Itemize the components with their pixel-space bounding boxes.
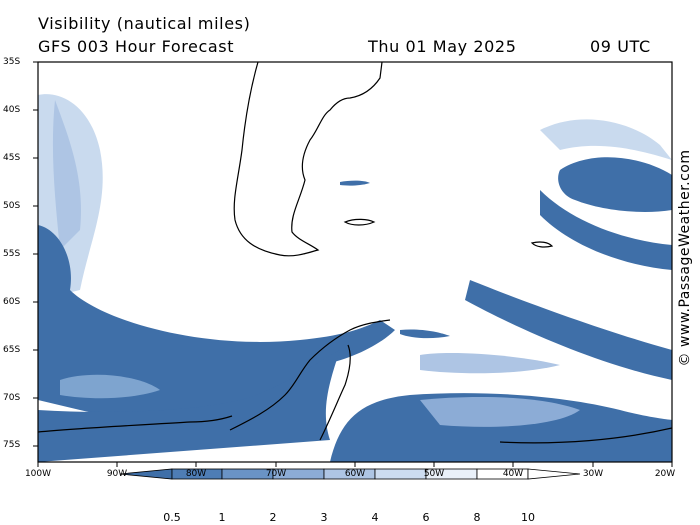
lat-label: 75S [3,440,21,450]
colorbar-tick-label: 2 [269,511,277,524]
lat-label: 55S [3,249,21,259]
colorbar-tick-label: 1 [218,511,226,524]
lon-label: 30W [582,469,604,479]
lat-label: 50S [3,201,21,211]
lon-ticks [37,462,673,467]
map-title: Visibility (nautical miles) [38,14,251,33]
haze-area-east [540,119,672,160]
falkland-islands [343,218,376,226]
forecast-product: GFS 003 Hour Forecast [38,37,235,56]
south-america-coast [233,62,383,257]
lat-label: 35S [3,57,21,67]
low-vis-patch-north [340,180,370,186]
low-vis-patch-center [400,329,450,339]
low-vis-band-midocean [465,280,672,380]
colorbar-tick-label: 3 [320,511,328,524]
colorbar-tick-label: 6 [422,511,430,524]
colorbar-low-arrow [119,468,173,480]
lat-label: 70S [3,393,21,403]
haze-patch-south [420,353,560,374]
lon-label: 100W [24,469,52,479]
low-vis-swirl-east [558,157,672,212]
antarctic-mainland-coast [38,415,672,444]
lon-label: 80W [185,469,207,479]
moderate-vis-southeast [420,397,580,427]
low-vis-area-southwest [38,350,340,462]
lon-label: 90W [106,469,128,479]
low-vis-band-east [540,190,672,270]
visibility-colorbar [119,468,581,480]
low-vis-area-southeast [330,393,672,462]
moderate-vis-patch [60,374,160,399]
colorbar-high-arrow [527,468,581,480]
lat-label: 40S [3,105,21,115]
lon-label: 40W [502,469,524,479]
colorbar-tick-label: 4 [371,511,379,524]
antarctic-peninsula-coast [229,319,391,441]
coastlines [38,62,672,444]
colorbar-tick-label: 10 [521,511,535,524]
south-georgia-island [530,241,554,248]
visibility-field [38,62,672,462]
lon-label: 70W [265,469,287,479]
lon-label: 20W [654,469,676,479]
lon-label: 60W [344,469,366,479]
forecast-time: 09 UTC [590,37,651,56]
lat-ticks [33,61,38,447]
lat-label: 60S [3,297,21,307]
haze-band-west [52,100,81,250]
lat-label: 45S [3,153,21,163]
colorbar-tick-label: 0.5 [163,511,181,524]
lat-label: 65S [3,345,21,355]
lon-label: 50W [423,469,445,479]
colorbar-segment [374,468,427,480]
colorbar-tick-label: 8 [473,511,481,524]
forecast-date: Thu 01 May 2025 [368,37,517,56]
copyright-text: © www.PassageWeather.com [677,149,693,367]
